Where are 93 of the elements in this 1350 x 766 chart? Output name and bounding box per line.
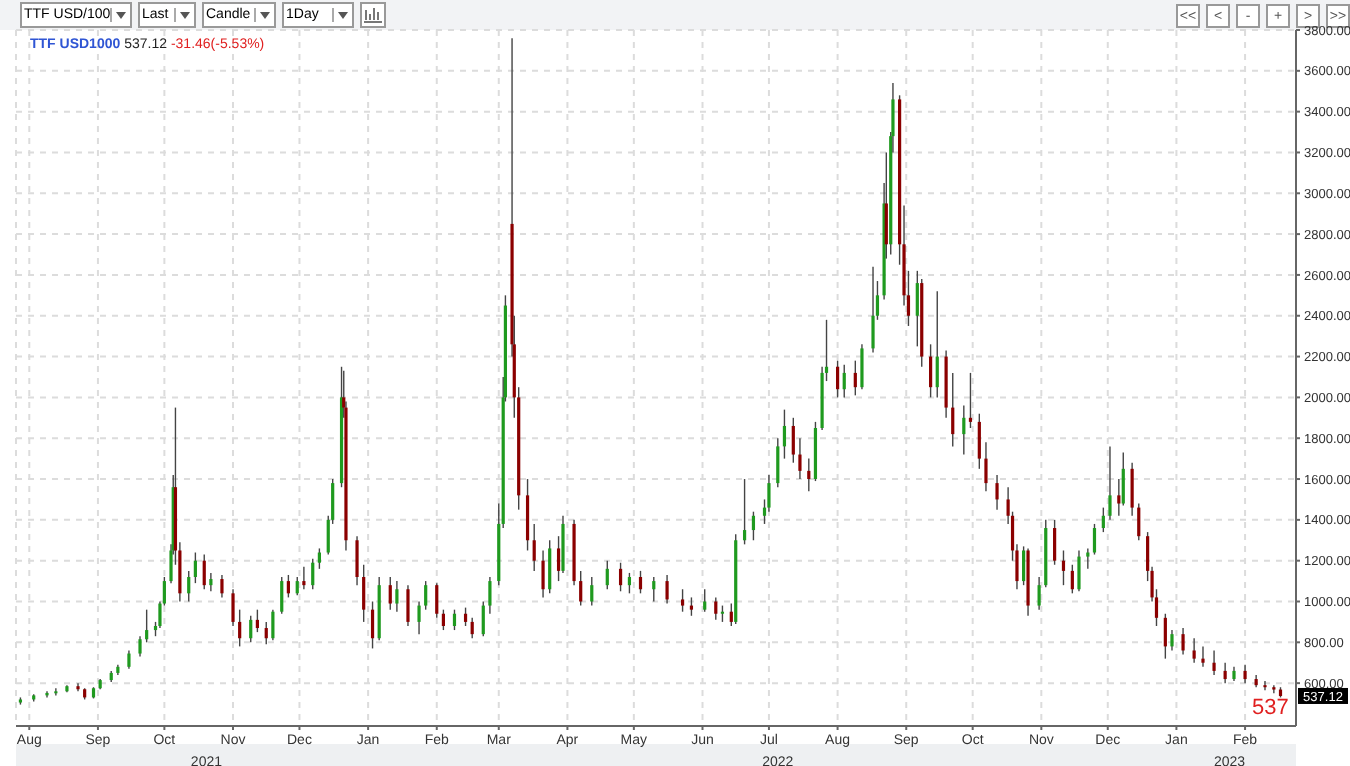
candlestick: [209, 572, 213, 592]
candlestick: [627, 572, 632, 595]
candlestick: [751, 510, 756, 541]
candlestick: [853, 359, 857, 397]
candlestick: [317, 547, 321, 570]
candlestick: [488, 576, 492, 615]
candlestick: [362, 564, 366, 623]
candlestick: [202, 553, 206, 590]
candlestick: [835, 359, 840, 399]
candlestick: [579, 570, 583, 607]
candlestick: [776, 437, 780, 488]
candlestick: [127, 649, 131, 670]
candlestick: [311, 557, 315, 590]
candlestick: [1163, 613, 1167, 660]
candlestick: [977, 413, 981, 470]
candlestick: [714, 596, 718, 621]
candlestick: [680, 588, 685, 613]
candlestick: [1223, 662, 1227, 684]
candlestick: [561, 515, 565, 574]
candlestick: [689, 596, 694, 617]
candlestick: [231, 588, 235, 627]
candlestick: [1070, 564, 1074, 595]
candlestick: [742, 478, 747, 546]
candlestick: [1101, 506, 1105, 533]
candlestick: [295, 576, 299, 597]
candlestick: [605, 559, 609, 590]
candlestick: [590, 576, 594, 607]
candlestick: [1212, 649, 1216, 676]
candlestick: [1053, 519, 1057, 566]
candlestick: [138, 635, 142, 658]
candlestick: [1108, 445, 1112, 521]
candlestick: [1086, 547, 1090, 570]
candlestick: [470, 617, 474, 639]
candlestick: [1181, 627, 1185, 656]
candlestick: [618, 562, 623, 592]
candlestick: [703, 588, 707, 613]
candlestick: [995, 474, 999, 511]
candlestick: [665, 574, 669, 605]
candlestick: [525, 478, 530, 552]
candlestick: [441, 608, 445, 631]
candlestick: [452, 608, 457, 631]
candlestick: [370, 600, 375, 650]
annotation: 537: [1252, 696, 1289, 720]
candlestick: [388, 576, 392, 611]
candlestick: [145, 608, 149, 644]
candlestick: [791, 417, 795, 464]
candlestick: [286, 574, 290, 599]
candlestick: [968, 372, 973, 429]
candlestick: [798, 437, 802, 480]
candlestick: [1061, 549, 1066, 586]
candlestick: [541, 549, 545, 599]
candlestick: [929, 343, 933, 399]
candlestick: [807, 457, 811, 492]
candlestick: [1037, 576, 1041, 611]
candlestick: [220, 574, 224, 599]
candlestick: [406, 584, 410, 627]
candlestick: [548, 539, 552, 595]
candlestick: [424, 580, 428, 611]
candlestick: [280, 576, 284, 615]
candlestick: [54, 687, 58, 697]
candlestick: [1201, 645, 1205, 668]
candlestick: [984, 441, 988, 492]
candlestick: [435, 582, 439, 619]
candlestick: [395, 580, 399, 613]
candlestick: [1130, 462, 1134, 517]
candlestick: [962, 404, 966, 456]
candlestick: [951, 372, 955, 448]
candlestick: [264, 621, 268, 646]
candlestick: [417, 600, 421, 635]
candlestick: [193, 551, 197, 584]
candlestick: [249, 615, 253, 644]
candlestick: [638, 570, 643, 595]
candlestick: [532, 523, 536, 572]
candlestick: [355, 535, 359, 586]
candlestick: [782, 408, 787, 460]
candlestick: [255, 608, 259, 633]
candlestick: [871, 266, 875, 354]
candlestick: [271, 608, 275, 641]
candlestick: [1092, 523, 1097, 556]
candlestick: [935, 290, 939, 399]
candlestick: [1137, 502, 1141, 541]
candlestick: [187, 570, 191, 603]
candlestick: [652, 576, 656, 603]
candlestick: [1077, 549, 1081, 592]
candlestick: [860, 343, 864, 390]
candlestick: [481, 600, 485, 637]
candlestick: [463, 606, 468, 627]
candlestick: [1170, 629, 1174, 652]
candlestick: [1243, 664, 1247, 684]
candlestick: [1192, 637, 1196, 664]
candlestick: [842, 364, 846, 399]
candlestick: [302, 566, 306, 590]
candlestick: [238, 608, 242, 648]
